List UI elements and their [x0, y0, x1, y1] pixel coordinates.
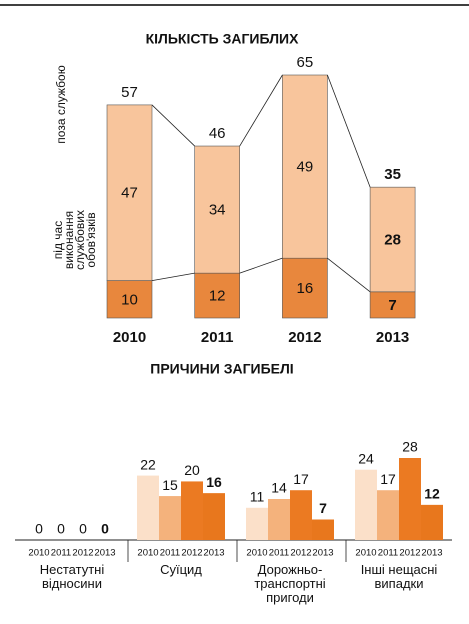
value-label: 7: [319, 500, 327, 516]
bar: [159, 496, 181, 540]
value-label: 47: [121, 185, 138, 202]
value-label: 16: [297, 280, 314, 297]
series-label: під час виконання службових обов'язків: [51, 210, 98, 270]
bar: [290, 490, 312, 540]
x-tick-label: 2011: [201, 329, 234, 346]
category-label: Дорожньо- транспортні пригоди: [254, 562, 326, 605]
series-label: 2013: [203, 548, 224, 559]
value-label: 0: [79, 521, 87, 537]
value-label: 28: [402, 439, 418, 455]
value-label: 49: [297, 159, 314, 176]
bar-segment: [194, 145, 240, 274]
series-label: 2012: [72, 548, 93, 559]
bar-segment: [106, 104, 153, 281]
series-label: 2010: [355, 548, 376, 559]
value-label: 12: [424, 486, 440, 502]
value-label: 0: [101, 521, 109, 537]
value-label: 17: [293, 471, 309, 487]
bar-segment: [282, 257, 328, 319]
connector: [239, 74, 283, 147]
series-label: 2011: [378, 548, 398, 559]
x-tick-label: 2010: [113, 329, 146, 346]
value-label: 14: [271, 480, 287, 496]
value-label: 16: [206, 474, 222, 490]
bar-segment: [106, 280, 153, 319]
chart-title: ПРИЧИНИ ЗАГИБЕЛІ: [150, 361, 293, 377]
bar: [268, 499, 290, 540]
chart-title: КІЛЬКІСТЬ ЗАГИБЛИХ: [146, 31, 300, 47]
connector: [151, 104, 195, 147]
value-label: 24: [358, 450, 374, 466]
series-label: 2010: [246, 548, 267, 559]
series-label: 2013: [94, 548, 115, 559]
series-label: 2012: [399, 548, 420, 559]
total-label: 46: [209, 125, 226, 142]
bar-segment: [282, 74, 328, 259]
connector: [151, 272, 195, 282]
category-label: Суїцид: [160, 562, 202, 577]
bar: [137, 475, 159, 540]
series-label: 2012: [290, 548, 311, 559]
total-label: 57: [121, 84, 138, 101]
value-label: 20: [184, 462, 200, 478]
series-label: 2011: [160, 548, 180, 559]
bar: [312, 519, 334, 540]
connector: [327, 74, 371, 188]
bar: [421, 504, 443, 540]
bar: [203, 493, 225, 540]
value-label: 11: [250, 488, 265, 504]
bar: [181, 481, 203, 540]
series-label: 2010: [28, 548, 49, 559]
value-label: 15: [162, 477, 178, 493]
value-label: 10: [121, 291, 138, 308]
value-label: 28: [384, 231, 401, 248]
category-label: Нестатутні відносини: [39, 562, 105, 591]
x-tick-label: 2013: [376, 329, 409, 346]
value-label: 7: [388, 297, 396, 314]
value-label: 22: [140, 456, 156, 472]
value-label: 12: [209, 288, 226, 305]
bar-segment: [369, 291, 416, 319]
series-label: 2010: [137, 548, 158, 559]
value-label: 17: [380, 471, 396, 487]
connector: [239, 257, 283, 274]
series-label: 2012: [181, 548, 202, 559]
series-label: 2011: [51, 548, 71, 559]
value-label: 0: [57, 521, 65, 537]
value-label: 0: [35, 521, 43, 537]
bar: [246, 507, 268, 540]
series-label: 2013: [421, 548, 442, 559]
total-label: 65: [297, 54, 314, 71]
bar-segment: [369, 186, 416, 293]
category-label: Інші нещасні випадки: [360, 562, 438, 591]
bar: [399, 458, 421, 540]
bar: [377, 490, 399, 540]
bar: [355, 469, 377, 540]
series-label: поза службою: [54, 65, 68, 144]
series-label: 2013: [312, 548, 333, 559]
connector: [327, 257, 371, 293]
series-label: 2011: [269, 548, 289, 559]
total-label: 35: [384, 166, 401, 183]
x-tick-label: 2012: [288, 329, 321, 346]
value-label: 34: [209, 202, 226, 219]
